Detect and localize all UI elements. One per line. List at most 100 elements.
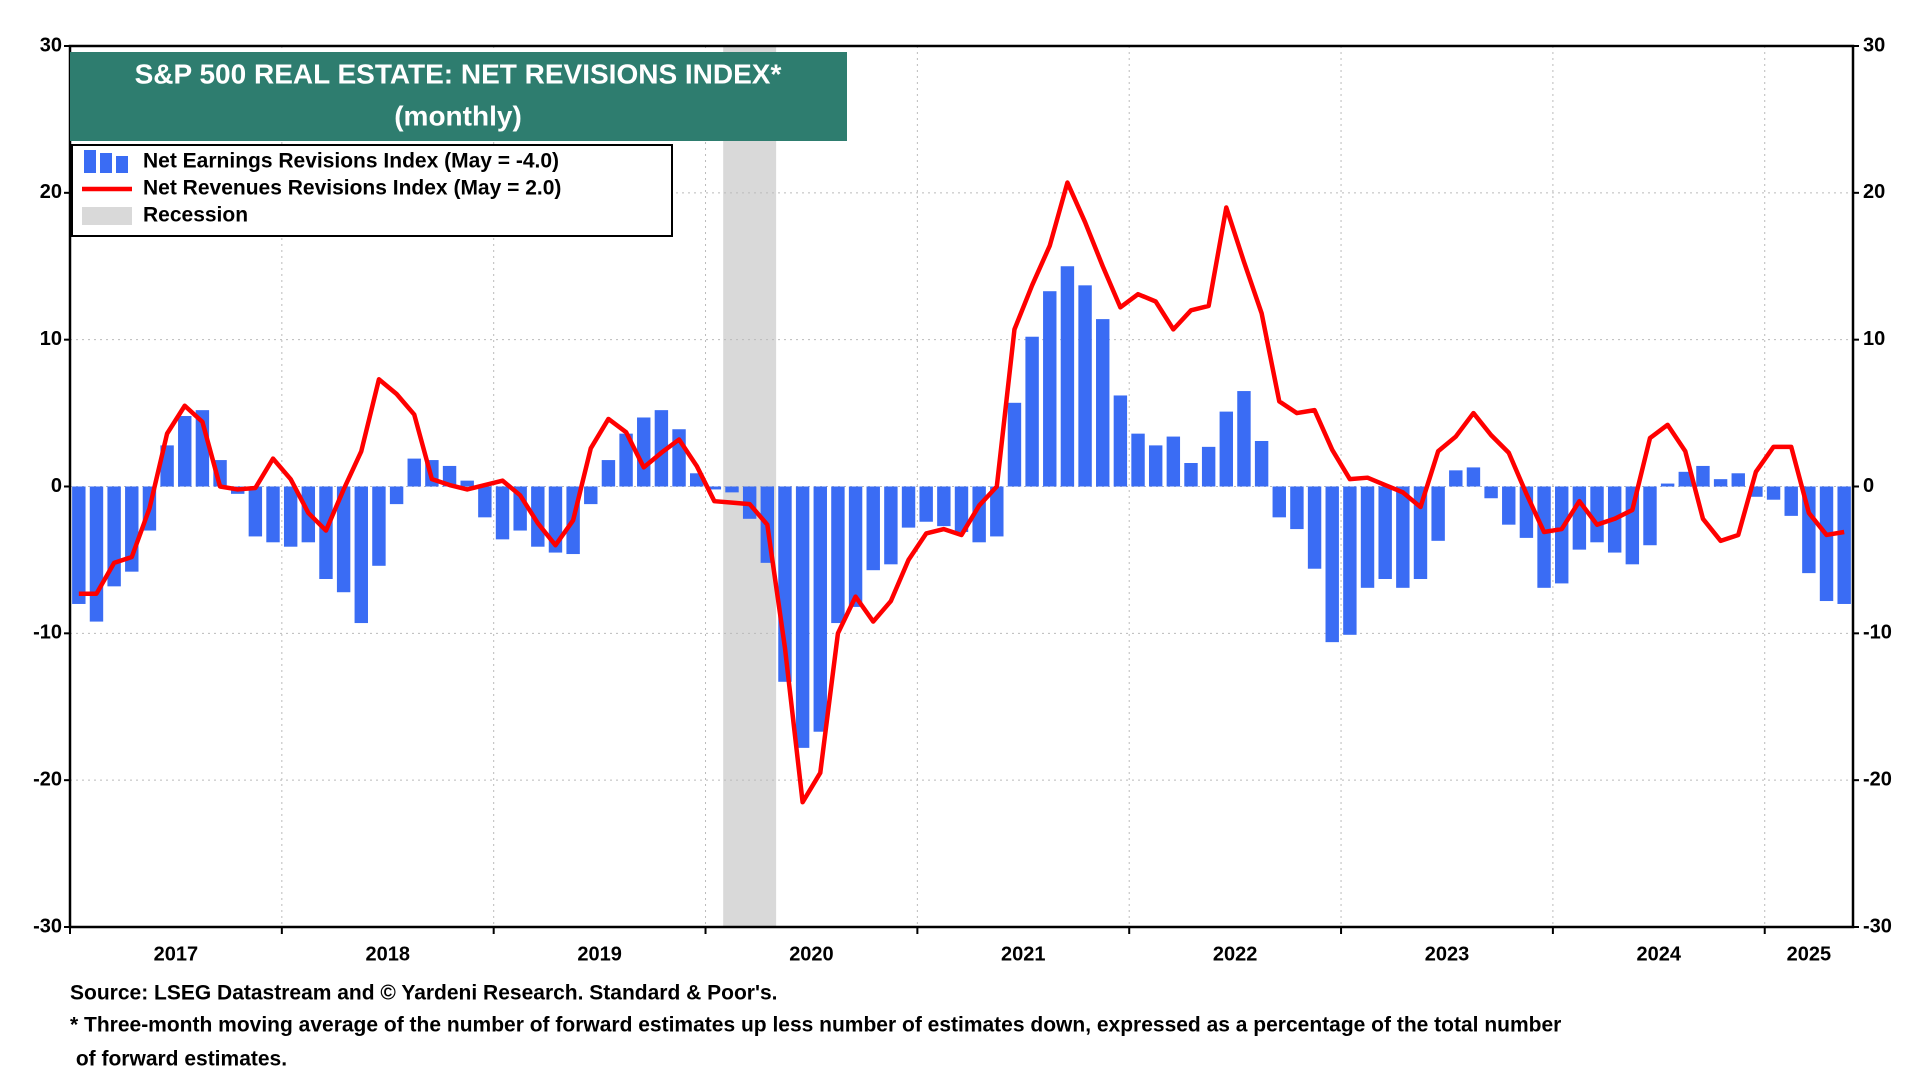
bar xyxy=(937,486,951,527)
bar xyxy=(442,465,457,487)
y-tick-label: -20 xyxy=(33,768,62,790)
bar xyxy=(866,486,880,571)
footnote: of forward estimates. xyxy=(70,1048,287,1071)
bar xyxy=(1307,486,1322,569)
bar xyxy=(389,486,404,505)
bar xyxy=(1148,445,1163,487)
bar xyxy=(1766,486,1781,500)
bar xyxy=(1272,486,1286,518)
bar xyxy=(1025,336,1039,487)
x-tick-label: 2022 xyxy=(1213,943,1258,965)
bar xyxy=(725,486,739,493)
y-tick-label: -10 xyxy=(33,622,62,644)
x-tick-label: 2025 xyxy=(1787,943,1832,965)
y2-tick-label: 20 xyxy=(1863,181,1885,203)
bar xyxy=(1113,395,1128,487)
y2-tick-label: 30 xyxy=(1863,34,1885,56)
bar xyxy=(266,486,280,543)
bar xyxy=(407,458,421,487)
x-tick-label: 2018 xyxy=(366,943,411,965)
bar xyxy=(372,486,386,566)
bar xyxy=(1749,486,1763,497)
bar xyxy=(1678,471,1693,487)
plot-marks xyxy=(72,180,1851,805)
plot-overlay: -30 -20 -10 0 10 20 30 -30 -20 -10 0 10 20 30 2017 2018… xyxy=(33,34,1892,1070)
x-tick-label: 2019 xyxy=(577,943,622,965)
bar xyxy=(813,486,827,732)
bar xyxy=(548,486,563,553)
bar xyxy=(478,486,492,518)
bar xyxy=(178,416,192,487)
bar xyxy=(248,486,263,537)
bar xyxy=(831,486,845,624)
x-tick-label: 2024 xyxy=(1637,943,1682,965)
title-box xyxy=(70,52,847,141)
bar xyxy=(1784,486,1798,516)
bar xyxy=(495,486,510,540)
bar xyxy=(1555,486,1569,584)
bar xyxy=(1643,486,1657,546)
bar xyxy=(1060,266,1075,487)
bar xyxy=(1713,479,1728,487)
y-tick-label: 20 xyxy=(40,181,62,203)
bar xyxy=(848,486,863,607)
footnote: * Three-month moving average of the numb… xyxy=(70,1014,1561,1037)
legend-label: Net Earnings Revisions Index (May = -4.0… xyxy=(143,150,559,173)
bar xyxy=(1237,391,1251,487)
bar xyxy=(1325,486,1339,643)
bar xyxy=(1201,446,1216,487)
y2-tick-label: 0 xyxy=(1863,475,1874,497)
bar xyxy=(795,486,810,748)
bar xyxy=(1731,473,1745,487)
bar xyxy=(460,480,474,487)
bar xyxy=(1184,463,1198,487)
y-tick-label: 0 xyxy=(51,475,62,497)
y2-tick-label: -20 xyxy=(1863,768,1892,790)
bar xyxy=(1484,486,1498,499)
y2-tick-label: -30 xyxy=(1863,915,1892,937)
bar xyxy=(707,486,722,490)
bar xyxy=(1413,486,1428,580)
bar xyxy=(1466,467,1481,487)
bar xyxy=(1290,486,1304,530)
legend-label: Net Revenues Revisions Index (May = 2.0) xyxy=(143,177,561,200)
legend-box xyxy=(71,144,673,237)
bar xyxy=(901,486,916,528)
bar xyxy=(283,486,298,547)
bar xyxy=(619,433,633,487)
bar xyxy=(1343,486,1357,635)
legend-key-bar xyxy=(100,153,112,173)
y-tick-label: 30 xyxy=(40,34,62,56)
bar xyxy=(1078,285,1092,487)
bar xyxy=(1043,291,1057,487)
bar xyxy=(601,460,616,487)
x-tick-label: 2020 xyxy=(789,943,834,965)
bar xyxy=(954,486,969,533)
bar xyxy=(1572,486,1587,550)
bar xyxy=(990,486,1004,537)
y-tick-label: -30 xyxy=(33,915,62,937)
bar xyxy=(89,486,104,622)
bar xyxy=(1537,486,1551,588)
bar xyxy=(654,410,669,487)
bar xyxy=(1131,433,1145,487)
bar xyxy=(336,486,351,593)
x-tick-label: 2017 xyxy=(154,943,199,965)
legend-label: Recession xyxy=(143,204,248,227)
bar xyxy=(584,486,598,505)
bar xyxy=(531,486,545,547)
bar xyxy=(1166,436,1181,487)
legend-key-bar xyxy=(84,150,96,173)
y2-tick-label: -10 xyxy=(1863,622,1892,644)
bar xyxy=(1590,486,1604,543)
bar xyxy=(637,417,651,487)
bar xyxy=(1254,440,1269,487)
bar xyxy=(919,486,933,522)
x-tick-label: 2021 xyxy=(1001,943,1046,965)
bar xyxy=(1431,486,1445,541)
chart-title: S&P 500 REAL ESTATE: NET REVISIONS INDEX… xyxy=(135,58,782,89)
bar xyxy=(1625,486,1640,565)
bar xyxy=(1696,465,1710,487)
